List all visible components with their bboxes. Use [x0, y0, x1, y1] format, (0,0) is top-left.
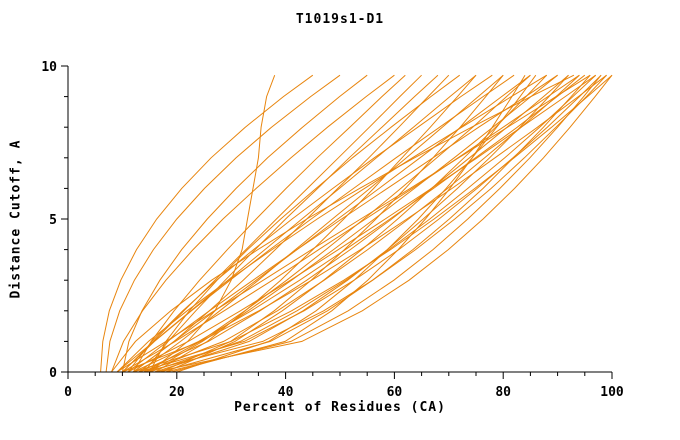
series-line: [143, 74, 531, 373]
chart-title: T1019s1-D1: [295, 12, 385, 27]
series-line: [138, 74, 569, 373]
series-line: [122, 74, 580, 373]
y-tick-label: 5: [49, 213, 57, 228]
series-line: [149, 74, 597, 373]
series-line: [116, 74, 547, 373]
series-line: [154, 74, 613, 373]
x-tick-label: 60: [387, 385, 403, 400]
series-line: [149, 75, 276, 373]
y-tick-label: 0: [49, 366, 57, 381]
y-tick-label: 10: [41, 60, 57, 75]
series-line: [122, 74, 607, 373]
series-line: [100, 74, 314, 373]
series-line: [111, 74, 575, 373]
series-line: [122, 74, 515, 373]
x-tick-label: 20: [169, 385, 185, 400]
series-line: [127, 74, 558, 373]
series-line: [133, 74, 531, 373]
series-line: [160, 74, 591, 373]
series-line: [121, 74, 368, 373]
x-tick-label: 0: [64, 385, 72, 400]
series-line: [144, 74, 580, 373]
series-line: [105, 74, 341, 373]
series-line: [154, 74, 569, 373]
series-line: [149, 74, 460, 373]
series-line: [176, 74, 537, 373]
x-tick-label: 80: [495, 385, 511, 400]
series-line: [116, 74, 591, 373]
x-axis-label: Percent of Residues (CA): [234, 400, 446, 415]
series-line: [143, 74, 439, 373]
x-tick-label: 40: [278, 385, 294, 400]
series-line: [133, 74, 586, 373]
x-tick-label: 100: [600, 385, 624, 400]
series-line: [127, 74, 493, 373]
series-line: [133, 74, 613, 373]
series-line: [171, 74, 526, 373]
series-line: [144, 74, 607, 373]
series-line: [132, 74, 406, 373]
series-line: [111, 74, 395, 373]
axes-frame: [67, 66, 612, 373]
series-line: [138, 74, 602, 373]
series-line: [127, 74, 596, 373]
